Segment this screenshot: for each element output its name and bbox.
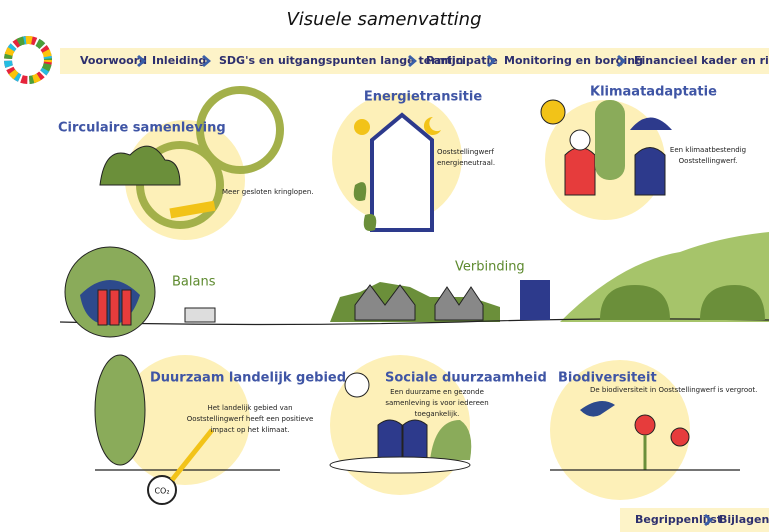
tree	[595, 100, 625, 180]
caption: Ooststellingwerf heeft een positieve	[187, 415, 314, 423]
section-title: Duurzaam landelijk gebied	[150, 371, 346, 386]
nav-link[interactable]: Inleiding	[152, 54, 206, 67]
person-head	[570, 130, 590, 150]
nav-link[interactable]: Financieel kader en risico's	[634, 54, 769, 67]
caption: Meer gesloten kringlopen.	[222, 188, 314, 196]
section-title: Balans	[172, 275, 216, 290]
nav-link[interactable]: Participatie	[426, 54, 498, 67]
section-title: Verbinding	[455, 260, 525, 275]
nav-link[interactable]: Voorwoord	[80, 54, 147, 67]
flower	[635, 415, 655, 435]
footer-link[interactable]: Bijlagen	[719, 513, 769, 526]
ground	[330, 457, 470, 473]
people-group	[520, 280, 550, 320]
person	[565, 148, 595, 196]
caption: toegankelijk.	[415, 410, 460, 418]
bulb-icon	[345, 373, 369, 397]
caption: Ooststellingwerf	[437, 148, 495, 156]
caption: samenleving is voor iedereen	[385, 399, 488, 407]
section-title: Klimaatadaptatie	[590, 85, 717, 100]
sdg-logo[interactable]	[8, 40, 48, 80]
barn	[185, 308, 215, 322]
section-title: Circulaire samenleving	[58, 121, 226, 136]
co2-label: CO₂	[154, 487, 169, 496]
section-title: Sociale duurzaamheid	[385, 371, 547, 386]
person	[98, 290, 107, 325]
caption: Het landelijk gebied van	[207, 404, 292, 412]
page: Visuele samenvatting Voorwoord Inleiding…	[0, 0, 769, 532]
person	[635, 148, 665, 196]
person	[110, 290, 119, 325]
sun	[354, 119, 370, 135]
caption: Een klimaatbestendig	[670, 146, 746, 154]
sun	[541, 100, 565, 124]
people	[378, 420, 427, 460]
person	[122, 290, 131, 325]
tree	[95, 355, 145, 465]
caption: De biodiversiteit in Ooststellingwerf is…	[590, 386, 757, 394]
caption: energieneutraal.	[437, 159, 495, 167]
caption: impact op het klimaat.	[210, 426, 289, 434]
flower	[671, 428, 689, 446]
section-title: Energietransitie	[364, 90, 482, 105]
caption: Een duurzame en gezonde	[390, 388, 484, 396]
caption: Ooststellingwerf.	[679, 157, 738, 165]
section-title: Biodiversiteit	[558, 371, 657, 386]
page-title: Visuele samenvatting	[286, 9, 481, 30]
house	[372, 115, 432, 230]
